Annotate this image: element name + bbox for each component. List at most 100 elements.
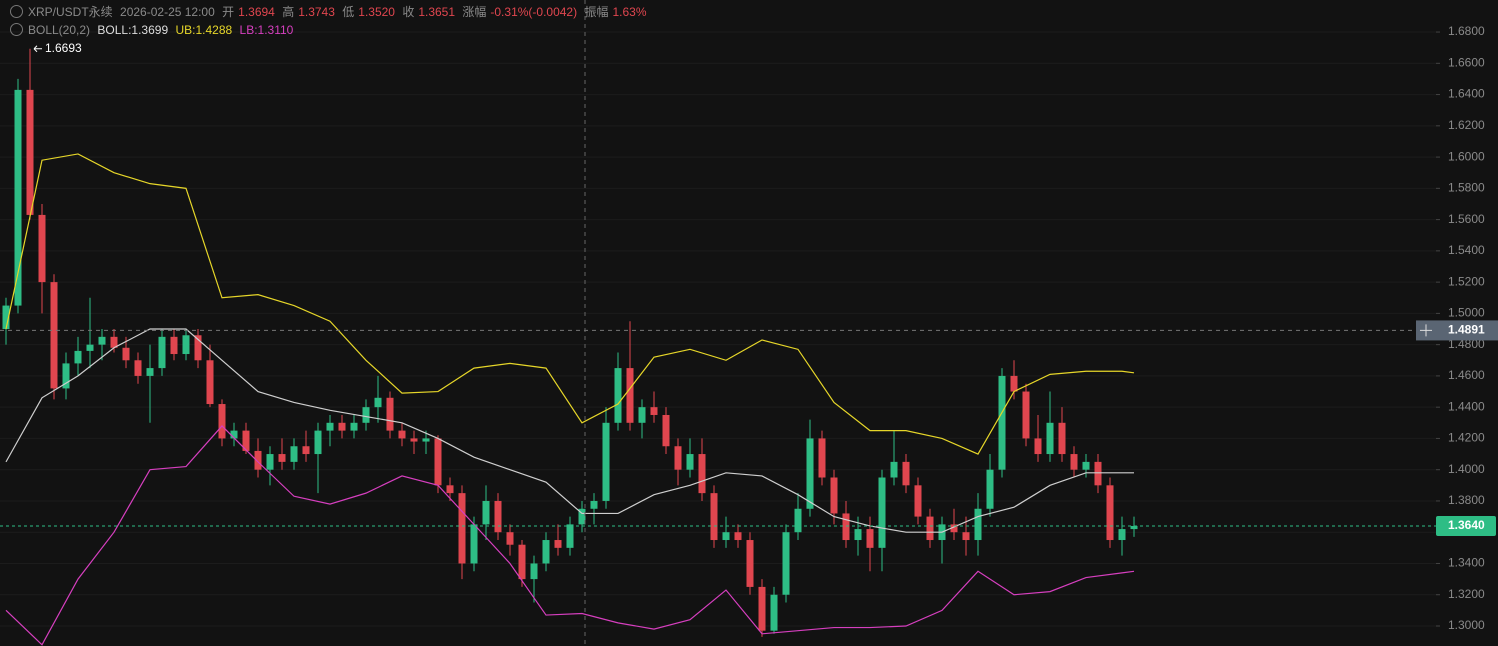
candle-body [998, 375, 1006, 470]
candle-body [1106, 485, 1114, 541]
candle-body [602, 422, 610, 501]
candle-body [962, 532, 970, 541]
candle-body [14, 89, 22, 306]
y-tick-label: 1.4000 [1448, 462, 1485, 476]
candle-body [530, 563, 538, 580]
candle-body [1022, 391, 1030, 439]
candle-body [902, 461, 910, 486]
candle-body [146, 368, 154, 376]
candle-body [290, 446, 298, 462]
candle-body [758, 586, 766, 631]
plot-area: 1.6693 [0, 41, 1436, 646]
candle-body [722, 532, 730, 541]
candle-body [950, 524, 958, 533]
y-tick-label: 1.3800 [1448, 493, 1485, 507]
candle-body [1010, 375, 1018, 392]
boll-lower: LB:1.3110 [239, 23, 294, 37]
boll-upper: UB:1.4288 [175, 23, 233, 37]
candle-body [986, 469, 994, 509]
candle-body [470, 524, 478, 564]
max-arrow [33, 45, 42, 53]
candle-body [410, 438, 418, 442]
time: 2026-02-25 12:00 [120, 5, 215, 19]
y-tick-label: 1.4200 [1448, 431, 1485, 445]
candle-body [326, 422, 334, 431]
y-tick-label: 1.3200 [1448, 587, 1485, 601]
candle-body [1070, 454, 1078, 470]
crosshair-tag [1416, 320, 1498, 341]
y-tick-label: 1.4400 [1448, 399, 1485, 413]
candle-body [458, 493, 466, 564]
candle-body [38, 214, 46, 283]
candle-body [1118, 529, 1126, 541]
candle-body [878, 477, 886, 548]
change: -0.31%(-0.0042) [490, 5, 578, 19]
y-tick-label: 1.5400 [1448, 243, 1485, 257]
symbol: XRP/USDT永续 [28, 5, 113, 19]
candle-body [1058, 422, 1066, 455]
candle-body [518, 544, 526, 580]
candle-body [158, 336, 166, 369]
last-price-tag [1436, 515, 1496, 536]
candle-body [806, 438, 814, 509]
candle-body [746, 540, 754, 587]
label: 收 [402, 5, 415, 19]
candle-body [890, 461, 898, 478]
header-line-2: BOLL(20,2) BOLL:1.3699 UB:1.4288 LB:1.31… [10, 21, 651, 39]
candle-body [1082, 461, 1090, 470]
candle-body [62, 363, 70, 389]
boll-lower [5, 425, 1135, 646]
boll-mid: BOLL:1.3699 [97, 23, 169, 37]
candle-body [1130, 525, 1138, 530]
candle-body [2, 305, 10, 330]
candle-body [782, 532, 790, 595]
candle-body [1094, 461, 1102, 486]
candle-body [914, 485, 922, 517]
candle-body [134, 360, 142, 376]
label: 高 [282, 5, 295, 19]
grid [0, 31, 1436, 627]
candle-body [374, 397, 382, 408]
header: XRP/USDT永续 2026-02-25 12:00 开 1.3694 高 1.3… [10, 3, 651, 39]
candle-body [734, 532, 742, 541]
candle-body [182, 335, 190, 355]
candle-body [482, 500, 490, 525]
label: 振幅 [584, 5, 609, 19]
candle-body [566, 524, 574, 548]
candle-body [974, 508, 982, 541]
candle-body [626, 368, 634, 423]
candle-body [638, 407, 646, 423]
candle-body [302, 446, 310, 455]
candle-body [362, 407, 370, 423]
candle-body [218, 404, 226, 439]
candle-body [338, 422, 346, 431]
candle-body [698, 454, 706, 494]
candle-body [686, 454, 694, 470]
crosshair-plus [1420, 324, 1432, 337]
candle-body [578, 508, 586, 525]
candle-body [122, 347, 130, 361]
amplitude: 1.63% [612, 5, 647, 19]
open: 1.3694 [238, 5, 275, 19]
last-price-label: 1.3640 [1448, 518, 1485, 532]
y-tick-label: 1.3000 [1448, 618, 1485, 632]
candle-body [206, 360, 214, 405]
candle-body [1034, 438, 1042, 455]
candle-body [494, 500, 502, 533]
candle-body [386, 397, 394, 431]
candle-body [830, 477, 838, 514]
candle-body [50, 282, 58, 389]
candle-body [314, 430, 322, 455]
boll-upper [5, 153, 1135, 455]
candle-body [842, 513, 850, 541]
candle-body [650, 407, 658, 415]
crosshair-label: 1.4891 [1448, 323, 1485, 337]
candle-body [554, 540, 562, 548]
y-tick-label: 1.6800 [1448, 24, 1485, 38]
candle-body [230, 430, 238, 439]
header-line-1: XRP/USDT永续 2026-02-25 12:00 开 1.3694 高 1.3… [10, 3, 651, 21]
price-axis: 1.30001.32001.34001.36001.38001.40001.42… [1416, 24, 1498, 632]
candle-body [542, 540, 550, 564]
candle-body [446, 485, 454, 494]
